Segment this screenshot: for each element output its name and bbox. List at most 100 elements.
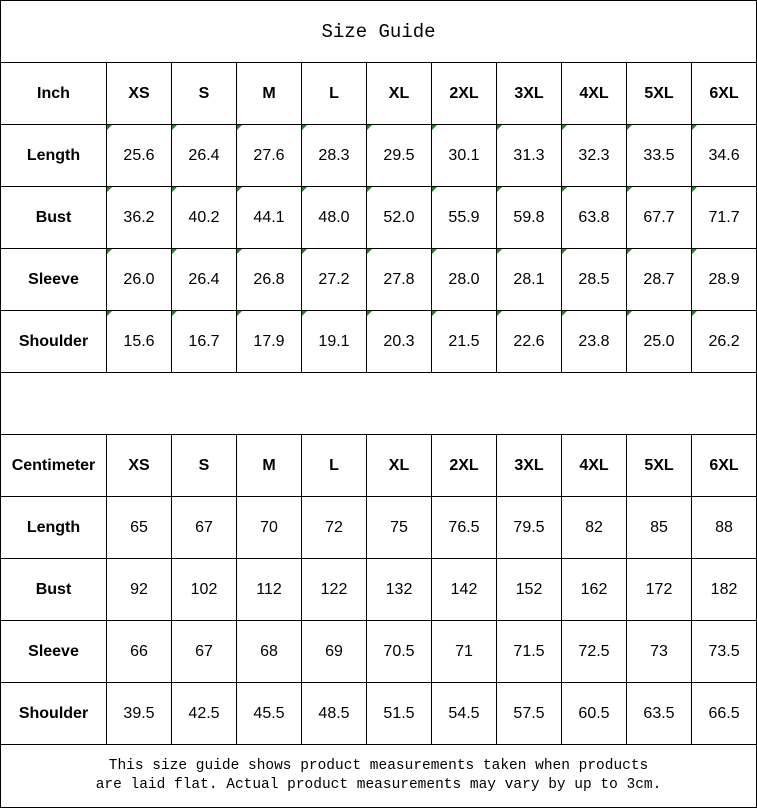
measurement-value: 66.5	[690, 682, 757, 745]
text-format-indicator-icon	[172, 249, 177, 254]
measurement-value: 63.8	[561, 186, 627, 249]
text-format-indicator-icon	[562, 125, 567, 130]
text-format-indicator-icon	[432, 187, 437, 192]
measurement-label: Sleeve	[0, 248, 107, 311]
value-text: 23.8	[578, 332, 610, 350]
inch_table-header-row: Inch XS S M L XL 2XL 3XL 4XL 5XL 6XL	[0, 62, 757, 125]
measurement-value: 54.5	[431, 682, 497, 745]
measurement-value: 51.5	[366, 682, 432, 745]
value-text: 73	[650, 642, 668, 660]
value-text: 28.1	[513, 270, 545, 288]
measurement-value: 26.2	[690, 310, 757, 373]
measurement-value: 73.5	[690, 620, 757, 683]
measurement-value: 27.8	[366, 248, 432, 311]
measurement-label: Shoulder	[0, 310, 107, 373]
measurement-value: 30.1	[431, 124, 497, 187]
value-text: 26.4	[188, 270, 220, 288]
text-format-indicator-icon	[497, 249, 502, 254]
measurement-value: 22.6	[496, 310, 562, 373]
value-text: 68	[260, 642, 278, 660]
measurement-value: 44.1	[236, 186, 302, 249]
measurement-value: 57.5	[496, 682, 562, 745]
value-text: 63.5	[643, 704, 675, 722]
value-text: 30.1	[448, 146, 480, 164]
value-text: 28.0	[448, 270, 480, 288]
measurement-value: 70.5	[366, 620, 432, 683]
table-row: Sleeve 66 67 68 69 70.5 71 71.5 72.5 73 73.5	[0, 620, 757, 683]
value-text: 60.5	[578, 704, 610, 722]
value-text: 70.5	[383, 642, 415, 660]
measurement-value: 65	[106, 496, 172, 559]
measurement-value: 28.3	[301, 124, 367, 187]
measurement-value: 23.8	[561, 310, 627, 373]
measurement-label: Length	[0, 496, 107, 559]
value-text: 25.0	[643, 332, 675, 350]
value-text: 112	[256, 580, 282, 598]
text-format-indicator-icon	[627, 187, 632, 192]
measurement-value: 28.5	[561, 248, 627, 311]
measurement-label: Bust	[0, 558, 107, 621]
size-header: 5XL	[626, 434, 692, 497]
measurement-value: 26.4	[171, 124, 237, 187]
measurement-value: 33.5	[626, 124, 692, 187]
text-format-indicator-icon	[627, 125, 632, 130]
text-format-indicator-icon	[562, 187, 567, 192]
size-header: XL	[366, 62, 432, 125]
measurement-value: 26.4	[171, 248, 237, 311]
value-text: 26.0	[123, 270, 155, 288]
text-format-indicator-icon	[107, 249, 112, 254]
size-header: S	[171, 62, 237, 125]
measurement-label: Bust	[0, 186, 107, 249]
measurement-value: 27.6	[236, 124, 302, 187]
measurement-value: 27.2	[301, 248, 367, 311]
size-header: 4XL	[561, 434, 627, 497]
note-line: are laid flat. Actual product measuremen…	[95, 777, 662, 793]
value-text: 142	[450, 580, 478, 598]
value-text: 66	[130, 642, 148, 660]
measurement-value: 20.3	[366, 310, 432, 373]
value-text: 31.3	[513, 146, 545, 164]
text-format-indicator-icon	[237, 249, 242, 254]
value-text: 72	[325, 518, 343, 536]
measurement-value: 63.5	[626, 682, 692, 745]
size-header: 2XL	[431, 434, 497, 497]
value-text: 48.5	[318, 704, 350, 722]
size-guide-title: Size Guide	[0, 0, 757, 63]
value-text: 54.5	[448, 704, 480, 722]
size-header: L	[301, 434, 367, 497]
text-format-indicator-icon	[692, 187, 697, 192]
measurement-value: 28.0	[431, 248, 497, 311]
measurement-value: 79.5	[496, 496, 562, 559]
value-text: 26.2	[708, 332, 740, 350]
table-row: Length 65 67 70 72 75 76.5 79.5 82 85 88	[0, 496, 757, 559]
measurement-value: 112	[236, 558, 302, 621]
measurement-value: 102	[171, 558, 237, 621]
measurement-value: 26.8	[236, 248, 302, 311]
measurement-value: 52.0	[366, 186, 432, 249]
text-format-indicator-icon	[302, 187, 307, 192]
size-header: 5XL	[626, 62, 692, 125]
text-format-indicator-icon	[497, 311, 502, 316]
measurement-value: 45.5	[236, 682, 302, 745]
note-line: This size guide shows product measuremen…	[108, 758, 649, 774]
value-text: 27.2	[318, 270, 350, 288]
measurement-value: 152	[496, 558, 562, 621]
text-format-indicator-icon	[367, 249, 372, 254]
measurement-value: 67	[171, 496, 237, 559]
value-text: 15.6	[123, 332, 155, 350]
value-text: 48.0	[318, 208, 350, 226]
table-row: Sleeve 26.0 26.4 26.8 27.2 27.8 28.0 28.1 28.5 28…	[0, 248, 757, 311]
measurement-label: Shoulder	[0, 682, 107, 745]
measurement-value: 85	[626, 496, 692, 559]
text-format-indicator-icon	[367, 311, 372, 316]
measurement-value: 71	[431, 620, 497, 683]
text-format-indicator-icon	[172, 311, 177, 316]
measurement-value: 92	[106, 558, 172, 621]
value-text: 82	[585, 518, 603, 536]
measurement-value: 16.7	[171, 310, 237, 373]
measurement-value: 68	[236, 620, 302, 683]
value-text: 21.5	[448, 332, 480, 350]
value-text: 132	[385, 580, 413, 598]
size-header: XL	[366, 434, 432, 497]
